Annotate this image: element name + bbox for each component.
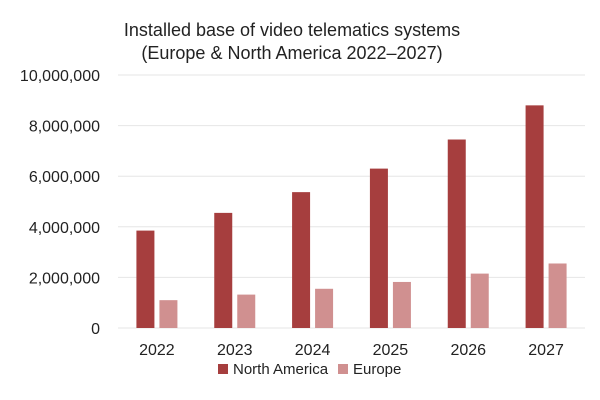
chart-subtitle: (Europe & North America 2022–2027)	[141, 43, 442, 63]
bar-europe-2026	[470, 273, 489, 328]
bar-europe-2024	[315, 288, 334, 328]
x-tick-label: 2026	[450, 342, 486, 359]
y-tick-label: 4,000,000	[29, 220, 100, 237]
bar-north-america-2024	[292, 192, 311, 328]
bar-north-america-2027	[525, 105, 544, 328]
x-tick-label: 2027	[528, 342, 564, 359]
legend-swatch-north-america	[218, 364, 228, 374]
bar-north-america-2022	[136, 230, 155, 328]
x-tick-label: 2024	[295, 342, 331, 359]
x-tick-label: 2022	[139, 342, 175, 359]
x-axis-ticks: 2022 2023 2024 2025 2026 2027	[139, 342, 564, 359]
legend-swatch-europe	[338, 364, 348, 374]
bar-north-america-2026	[447, 139, 466, 328]
bar-europe-2022	[159, 300, 178, 328]
legend-label: North America	[233, 361, 329, 378]
bar-europe-2025	[392, 281, 411, 328]
bar-europe-2023	[237, 294, 256, 328]
x-tick-label: 2023	[217, 342, 253, 359]
bar-europe-2027	[548, 263, 567, 328]
x-tick-label: 2025	[373, 342, 409, 359]
legend: North America Europe	[218, 361, 401, 378]
bar-north-america-2023	[214, 212, 233, 328]
y-tick-label: 8,000,000	[29, 119, 100, 136]
bar-north-america-2025	[369, 168, 388, 328]
y-tick-label: 10,000,000	[20, 68, 100, 85]
y-tick-label: 2,000,000	[29, 270, 100, 287]
chart-title: Installed base of video telematics syste…	[124, 20, 460, 40]
y-tick-label: 6,000,000	[29, 169, 100, 186]
legend-label: Europe	[353, 361, 401, 378]
y-tick-label: 0	[91, 321, 100, 338]
y-axis-ticks: 0 2,000,000 4,000,000 6,000,000 8,000,000 10,…	[20, 68, 100, 338]
bars	[136, 105, 567, 328]
grid	[118, 74, 585, 329]
